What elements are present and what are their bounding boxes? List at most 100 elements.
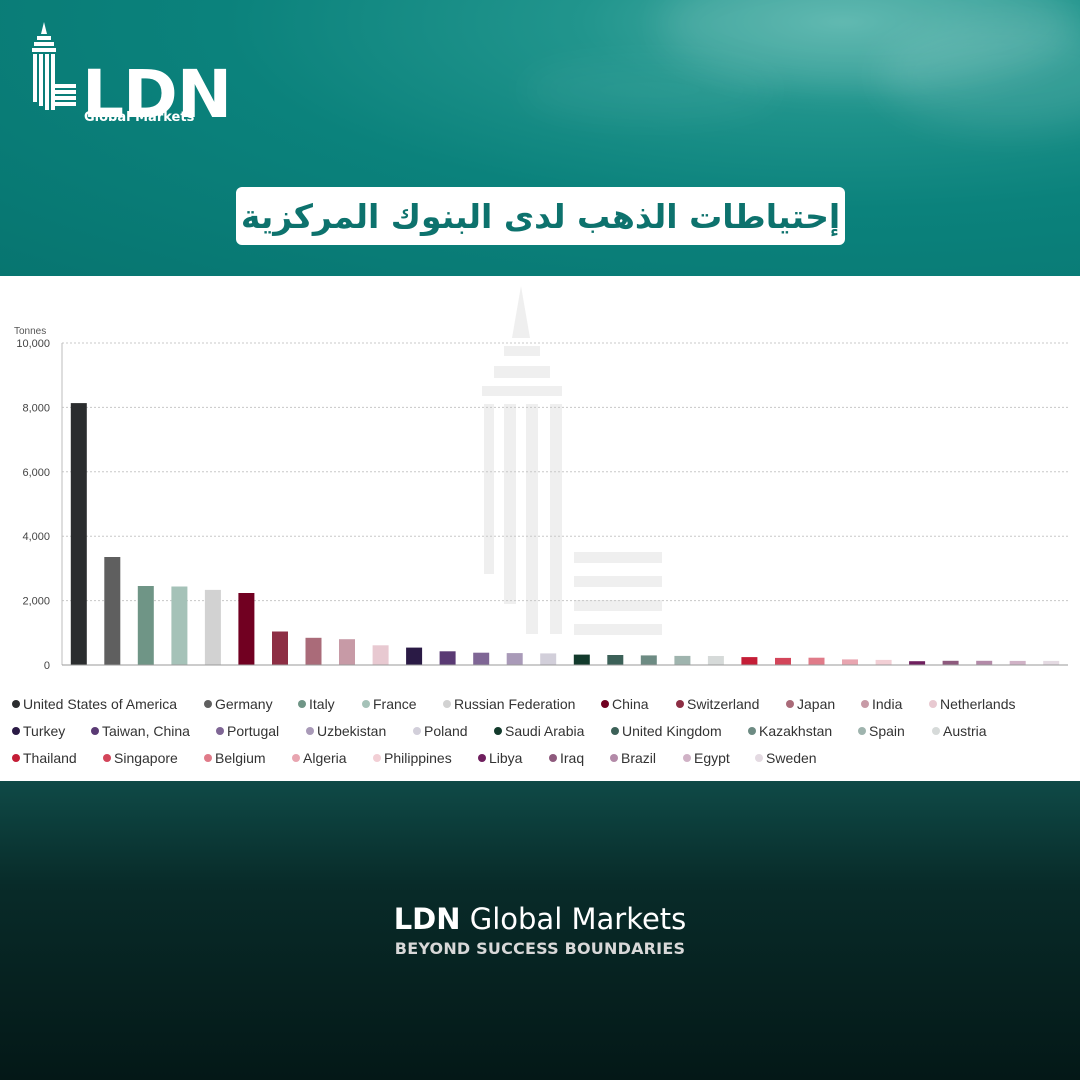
- legend-label-poland: Poland: [424, 723, 468, 739]
- bar-sweden: [1043, 660, 1060, 665]
- legend-marker-thailand: [12, 754, 20, 762]
- footer-brand-rest: Global Markets: [460, 902, 687, 936]
- bar-portugal: [473, 652, 490, 665]
- bar-saudi-arabia: [573, 654, 590, 665]
- footer-tagline: BEYOND SUCCESS BOUNDARIES: [394, 939, 686, 958]
- y-tick-label: 2,000: [22, 596, 50, 608]
- legend-label-uzbekistan: Uzbekistan: [317, 723, 386, 739]
- bar-united-kingdom: [607, 655, 624, 665]
- legend-marker-germany: [204, 700, 212, 708]
- bar-iraq: [942, 660, 959, 665]
- bar-united-states-of-america: [70, 403, 87, 665]
- legend-marker-sweden: [755, 754, 763, 762]
- bar-russian-federation: [204, 589, 221, 665]
- legend-label-united-kingdom: United Kingdom: [622, 723, 722, 739]
- legend-marker-united-kingdom: [611, 727, 619, 735]
- y-tick-label: 6,000: [22, 467, 50, 479]
- legend-label-russian-federation: Russian Federation: [454, 696, 575, 712]
- legend-label-spain: Spain: [869, 723, 905, 739]
- bar-poland: [540, 653, 557, 665]
- legend-label-china: China: [612, 696, 649, 712]
- legend-label-germany: Germany: [215, 696, 273, 712]
- page-title: إحتياطات الذهب لدى البنوك المركزية: [240, 196, 841, 236]
- bar-japan: [305, 637, 322, 665]
- footer-brand-bold: LDN: [393, 902, 461, 936]
- bar-india: [339, 639, 355, 665]
- bar-china: [238, 593, 255, 665]
- logo-wordmark: LDN: [82, 56, 232, 133]
- legend-marker-brazil: [610, 754, 618, 762]
- legend-marker-belgium: [204, 754, 212, 762]
- legend-marker-portugal: [216, 727, 224, 735]
- legend-label-india: India: [872, 696, 903, 712]
- header-banner: LDN Global Markets إحتياطات الذهب لدى ال…: [0, 0, 1080, 276]
- legend-label-thailand: Thailand: [23, 750, 77, 766]
- legend-marker-kazakhstan: [748, 727, 756, 735]
- bar-germany: [104, 557, 121, 665]
- bar-belgium: [808, 657, 825, 665]
- bar-thailand: [741, 657, 758, 665]
- bar-france: [171, 586, 188, 665]
- legend-marker-japan: [786, 700, 794, 708]
- legend-marker-iraq: [549, 754, 557, 762]
- legend-marker-austria: [932, 727, 940, 735]
- bar-turkey: [406, 647, 423, 665]
- bar-chart: Tonnes 0 2,000 4,000 6,000 8,000 10,000 Unite…: [12, 286, 1068, 766]
- legend-label-austria: Austria: [943, 723, 987, 739]
- bar-philippines: [875, 659, 892, 665]
- bar-algeria: [842, 659, 858, 665]
- legend-marker-libya: [478, 754, 486, 762]
- footer-brand: LDN Global Markets: [0, 903, 1080, 935]
- legend-marker-philippines: [373, 754, 381, 762]
- y-tick-label: 10,000: [16, 338, 50, 350]
- title-box: إحتياطات الذهب لدى البنوك المركزية: [236, 187, 845, 245]
- legend-label-taiwan-china: Taiwan, China: [102, 723, 190, 739]
- bar-austria: [707, 656, 724, 665]
- bar-spain: [674, 655, 691, 665]
- legend-label-philippines: Philippines: [384, 750, 452, 766]
- chart-panel: Tonnes 0 2,000 4,000 6,000 8,000 10,000 Unite…: [0, 276, 1080, 781]
- legend-label-netherlands: Netherlands: [940, 696, 1016, 712]
- bar-singapore: [775, 657, 791, 665]
- legend-marker-taiwan-china: [91, 727, 99, 735]
- legend-label-belgium: Belgium: [215, 750, 266, 766]
- legend-marker-netherlands: [929, 700, 937, 708]
- watermark-logo-icon: [482, 286, 662, 635]
- legend-label-italy: Italy: [309, 696, 335, 712]
- legend-label-france: France: [373, 696, 417, 712]
- bar-italy: [137, 586, 154, 665]
- footer: LDN Global Markets BEYOND SUCCESS BOUNDA…: [0, 781, 1080, 1080]
- y-axis-title: Tonnes: [14, 326, 46, 337]
- legend-label-saudi-arabia: Saudi Arabia: [505, 723, 585, 739]
- legend-marker-russian-federation: [443, 700, 451, 708]
- legend-marker-china: [601, 700, 609, 708]
- legend-marker-india: [861, 700, 869, 708]
- bar-libya: [909, 661, 926, 665]
- bar-uzbekistan: [506, 653, 523, 665]
- bar-kazakhstan: [640, 655, 657, 665]
- legend-marker-united-states-of-america: [12, 700, 20, 708]
- legend-marker-spain: [858, 727, 866, 735]
- legend-label-portugal: Portugal: [227, 723, 279, 739]
- building-logo-icon: [32, 22, 76, 110]
- legend-marker-italy: [298, 700, 306, 708]
- legend-label-libya: Libya: [489, 750, 523, 766]
- legend-label-japan: Japan: [797, 696, 835, 712]
- y-tick-label: 8,000: [22, 402, 50, 414]
- bar-netherlands: [372, 645, 389, 665]
- legend-label-egypt: Egypt: [694, 750, 730, 766]
- logo-subtitle: Global Markets: [84, 110, 195, 125]
- legend-marker-uzbekistan: [306, 727, 314, 735]
- ldn-logo: LDN Global Markets: [30, 20, 232, 130]
- legend-marker-france: [362, 700, 370, 708]
- legend-label-kazakhstan: Kazakhstan: [759, 723, 832, 739]
- legend-marker-poland: [413, 727, 421, 735]
- legend-marker-saudi-arabia: [494, 727, 502, 735]
- bar-egypt: [1009, 660, 1026, 665]
- legend-label-switzerland: Switzerland: [687, 696, 759, 712]
- legend-label-singapore: Singapore: [114, 750, 178, 766]
- legend-marker-egypt: [683, 754, 691, 762]
- legend-label-sweden: Sweden: [766, 750, 817, 766]
- legend-label-algeria: Algeria: [303, 750, 347, 766]
